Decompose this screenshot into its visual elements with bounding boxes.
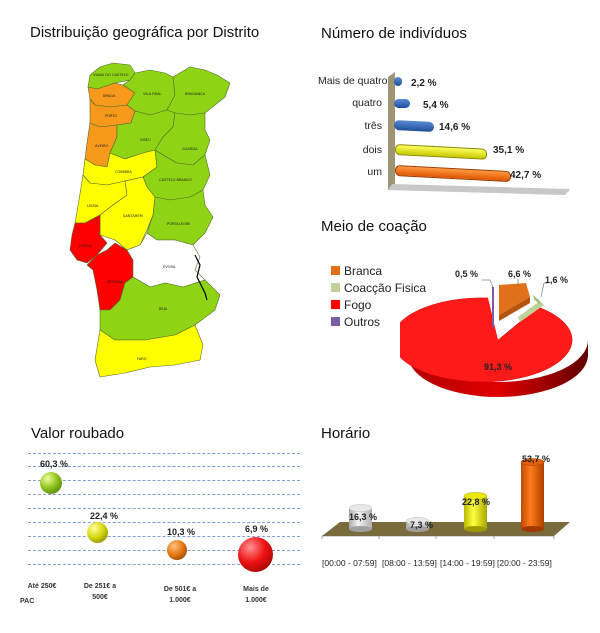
schedule-chart-title: Horário <box>321 425 371 442</box>
schedule-label-0: 16,3 % <box>349 512 378 522</box>
value-stolen-footnote: PAC <box>20 598 35 605</box>
value-stolen-chart-title: Valor roubado <box>31 425 125 442</box>
district-portalegre <box>146 189 214 246</box>
district-faro <box>94 324 204 378</box>
legend-item-branca: Branca <box>331 262 426 279</box>
schedule-cat-1: [08:00 - 13:59] <box>382 558 437 568</box>
individuals-bar-1 <box>394 99 410 108</box>
legend-item-outros: Outros <box>331 313 426 330</box>
value-stolen-bubble-3 <box>238 537 273 572</box>
svg-text:BRAGA: BRAGA <box>103 94 116 98</box>
legend-label: Branca <box>344 263 383 278</box>
value-stolen-bubble-2 <box>167 540 187 560</box>
value-stolen-cat-2a: De 501€ a <box>163 586 197 593</box>
svg-text:ÉVORA: ÉVORA <box>163 264 176 269</box>
value-stolen-cat-1b: 500€ <box>92 594 108 601</box>
individuals-cat-0: Mais de quatro <box>318 75 388 87</box>
svg-text:AVEIRO: AVEIRO <box>95 144 109 148</box>
individuals-bar-0 <box>394 77 402 86</box>
legend-swatch <box>331 317 340 326</box>
schedule-label-2: 22,8 % <box>462 497 491 507</box>
svg-text:PORTO: PORTO <box>105 114 117 118</box>
portugal-district-map: VIANA DO CASTELO BRAGA VILA REAL BRAGANÇ… <box>69 62 231 378</box>
coercion-chart-title: Meio de coação <box>321 218 427 235</box>
svg-text:CASTELO BRANCO: CASTELO BRANCO <box>159 178 192 182</box>
district-braganca <box>166 66 231 116</box>
individuals-cat-1: quatro <box>352 97 382 109</box>
schedule-cat-0: [00:00 - 07:59] <box>322 558 377 568</box>
legend-label: Fogo <box>344 297 372 312</box>
schedule-label-1: 7,3 % <box>410 520 434 530</box>
legend-item-coaccao-fisica: Coacção Fisica <box>331 279 426 296</box>
legend-swatch <box>331 283 340 292</box>
legend-swatch <box>331 266 340 275</box>
value-stolen-label-1: 22,4 % <box>90 511 119 521</box>
svg-text:PORTALEGRE: PORTALEGRE <box>167 222 191 226</box>
individuals-label-2: 14,6 % <box>439 122 471 133</box>
value-stolen-label-3: 6,9 % <box>245 524 269 534</box>
coercion-label-fogo: 91,3 % <box>484 362 513 372</box>
legend-item-fogo: Fogo <box>331 296 426 313</box>
coercion-label-branca: 6,6 % <box>508 269 532 279</box>
individuals-label-1: 5,4 % <box>423 100 449 111</box>
svg-text:BEJA: BEJA <box>159 307 168 311</box>
individuals-bar-2 <box>394 119 434 133</box>
coercion-legend: Branca Coacção Fisica Fogo Outros <box>331 262 426 330</box>
svg-text:BRAGANÇA: BRAGANÇA <box>185 92 206 96</box>
individuals-cat-3: dois <box>362 144 382 156</box>
svg-text:VISEU: VISEU <box>140 138 151 142</box>
svg-text:LEIRIA: LEIRIA <box>87 204 99 208</box>
svg-text:SANTARÉM: SANTARÉM <box>123 213 143 218</box>
legend-label: Outros <box>344 314 381 329</box>
individuals-label-3: 35,1 % <box>493 145 525 156</box>
value-stolen-cat-3b: 1.000€ <box>245 597 267 604</box>
individuals-cat-4: um <box>367 166 382 178</box>
svg-text:VILA REAL: VILA REAL <box>143 92 161 96</box>
coercion-label-coaccao-fisica: 1,6 % <box>545 275 569 285</box>
value-stolen-cat-1a: De 251€ a <box>83 583 117 590</box>
individuals-chart: Mais de quatro quatro três dois um 2,2 %… <box>300 55 600 205</box>
map-title: Distribuição geográfica por Distrito <box>30 24 260 41</box>
schedule-label-3: 53,7 % <box>522 454 551 464</box>
svg-text:COIMBRA: COIMBRA <box>115 170 132 174</box>
value-stolen-cat-3a: Mais de <box>243 586 269 593</box>
svg-text:SETÚBAL: SETÚBAL <box>107 279 123 284</box>
value-stolen-cat-2b: 1.000€ <box>169 597 191 604</box>
svg-text:LISBOA: LISBOA <box>79 244 93 248</box>
value-stolen-label-2: 10,3 % <box>167 527 196 537</box>
value-stolen-label-0: 60,3 % <box>40 459 69 469</box>
value-stolen-cat-0: Até 250€ <box>27 583 57 590</box>
schedule-cat-3: [20:00 - 23:59] <box>497 558 552 568</box>
individuals-label-0: 2,2 % <box>411 78 437 89</box>
coercion-pie-chart <box>400 279 588 397</box>
schedule-bar-chart <box>321 458 570 539</box>
schedule-cat-2: [14:00 - 19:59] <box>440 558 495 568</box>
individuals-cat-2: três <box>364 120 382 132</box>
svg-text:GUARDA: GUARDA <box>182 147 198 151</box>
coercion-label-outros: 0,5 % <box>455 269 479 279</box>
value-stolen-bubble-0 <box>40 472 62 494</box>
individuals-chart-title: Número de indivíduos <box>321 25 467 42</box>
individuals-label-4: 42,7 % <box>510 170 542 181</box>
value-stolen-bubble-1 <box>87 522 108 543</box>
legend-swatch <box>331 300 340 309</box>
svg-text:VIANA DO CASTELO: VIANA DO CASTELO <box>93 73 129 77</box>
svg-text:FARO: FARO <box>137 357 147 361</box>
legend-label: Coacção Fisica <box>344 280 427 295</box>
